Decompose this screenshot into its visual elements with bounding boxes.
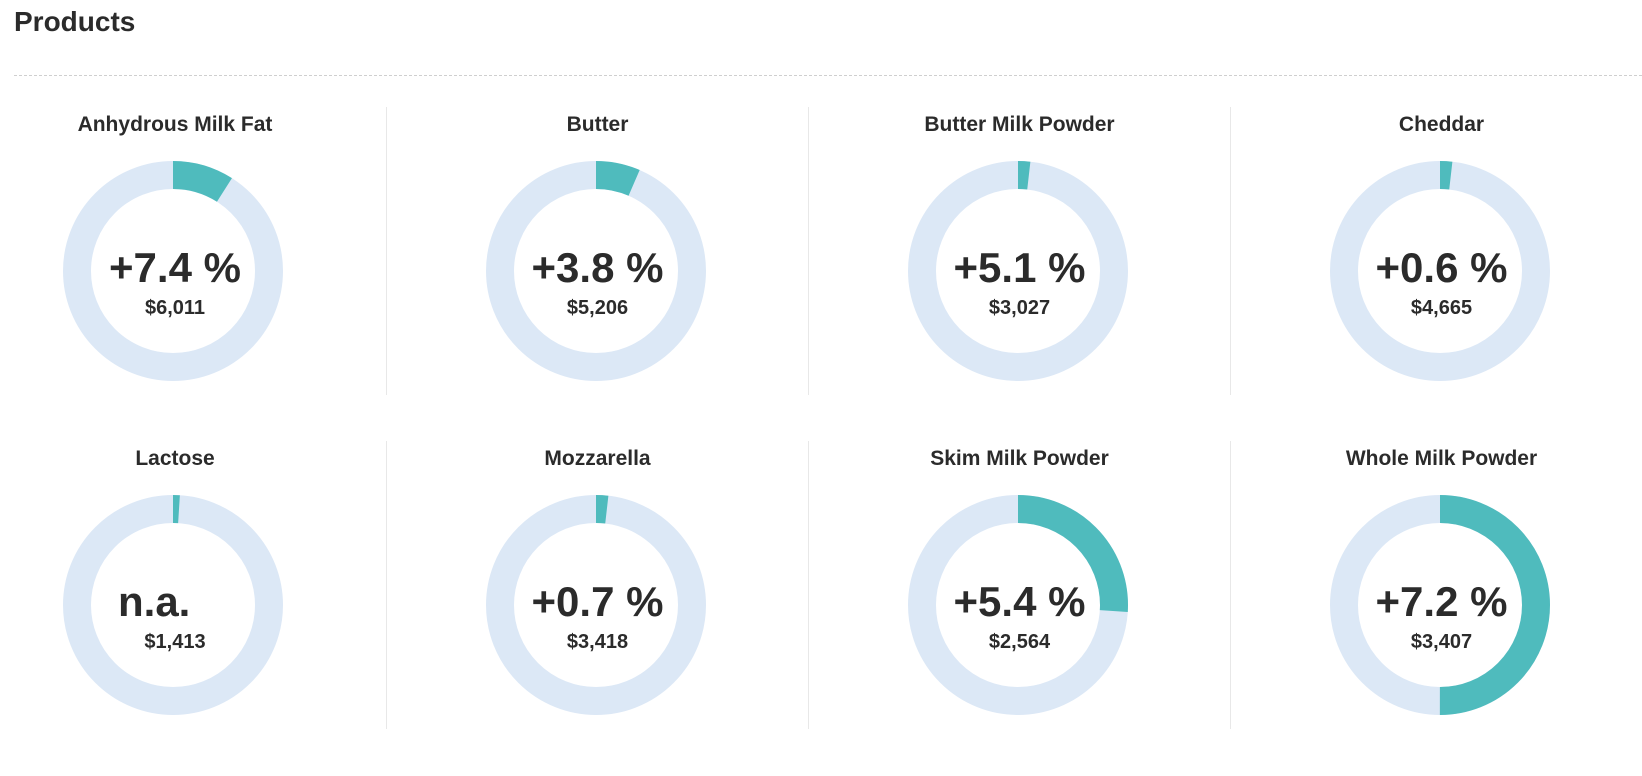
donut-fill <box>63 161 283 381</box>
donut-chart <box>486 161 706 381</box>
donut-chart <box>63 495 283 715</box>
divider <box>14 75 1642 76</box>
price: $3,407 <box>1410 631 1473 653</box>
change-percent: +0.7 % <box>531 578 664 625</box>
donut-fill <box>1330 161 1550 381</box>
price: $2,564 <box>988 631 1051 653</box>
product-name: Cheddar <box>1398 113 1485 136</box>
product-card: Whole Milk Powder +7.2 % $3,407 <box>1230 441 1642 729</box>
price: $5,206 <box>566 297 629 319</box>
donut-chart <box>63 161 283 381</box>
product-name: Lactose <box>135 447 215 470</box>
donut-fill <box>908 161 1128 381</box>
price: $1,413 <box>144 631 206 653</box>
product-name: Anhydrous Milk Fat <box>77 113 273 136</box>
change-percent: +0.6 % <box>1375 244 1508 291</box>
product-name: Mozzarella <box>544 447 651 470</box>
product-name: Butter <box>566 113 629 136</box>
donut-chart <box>908 495 1128 715</box>
donut-fill <box>63 495 283 715</box>
change-percent: +5.1 % <box>953 244 1086 291</box>
price: $3,418 <box>566 631 629 653</box>
price: $4,665 <box>1410 297 1473 319</box>
donut-fill <box>1330 495 1550 715</box>
product-card: Mozzarella +0.7 % $3,418 <box>386 441 808 729</box>
product-name: Skim Milk Powder <box>930 447 1109 470</box>
product-name: Whole Milk Powder <box>1345 447 1538 470</box>
page-title: Products <box>14 6 136 37</box>
donut-chart <box>1330 495 1550 715</box>
product-card: Butter Milk Powder +5.1 % $3,027 <box>808 107 1230 395</box>
product-card: Cheddar +0.6 % $4,665 <box>1230 107 1642 395</box>
product-card: Butter +3.8 % $5,206 <box>386 107 808 395</box>
product-card: Lactose n.a. $1,413 <box>0 441 386 729</box>
donut-fill <box>486 495 706 715</box>
change-percent: +3.8 % <box>531 244 664 291</box>
donut-chart <box>1330 161 1550 381</box>
price: $6,011 <box>144 297 206 319</box>
change-percent: n.a. <box>118 578 191 625</box>
change-percent: +7.4 % <box>109 244 241 291</box>
donut-fill <box>486 161 706 381</box>
change-percent: +7.2 % <box>1375 578 1508 625</box>
price: $3,027 <box>988 297 1051 319</box>
product-card: Skim Milk Powder +5.4 % $2,564 <box>808 441 1230 729</box>
product-name: Butter Milk Powder <box>924 113 1115 136</box>
products-grid: Anhydrous Milk Fat +7.4 % $6,011 Butter … <box>0 107 1564 729</box>
donut-chart <box>908 161 1128 381</box>
donut-chart <box>486 495 706 715</box>
product-card: Anhydrous Milk Fat +7.4 % $6,011 <box>0 107 386 395</box>
donut-fill <box>908 495 1128 715</box>
change-percent: +5.4 % <box>953 578 1086 625</box>
